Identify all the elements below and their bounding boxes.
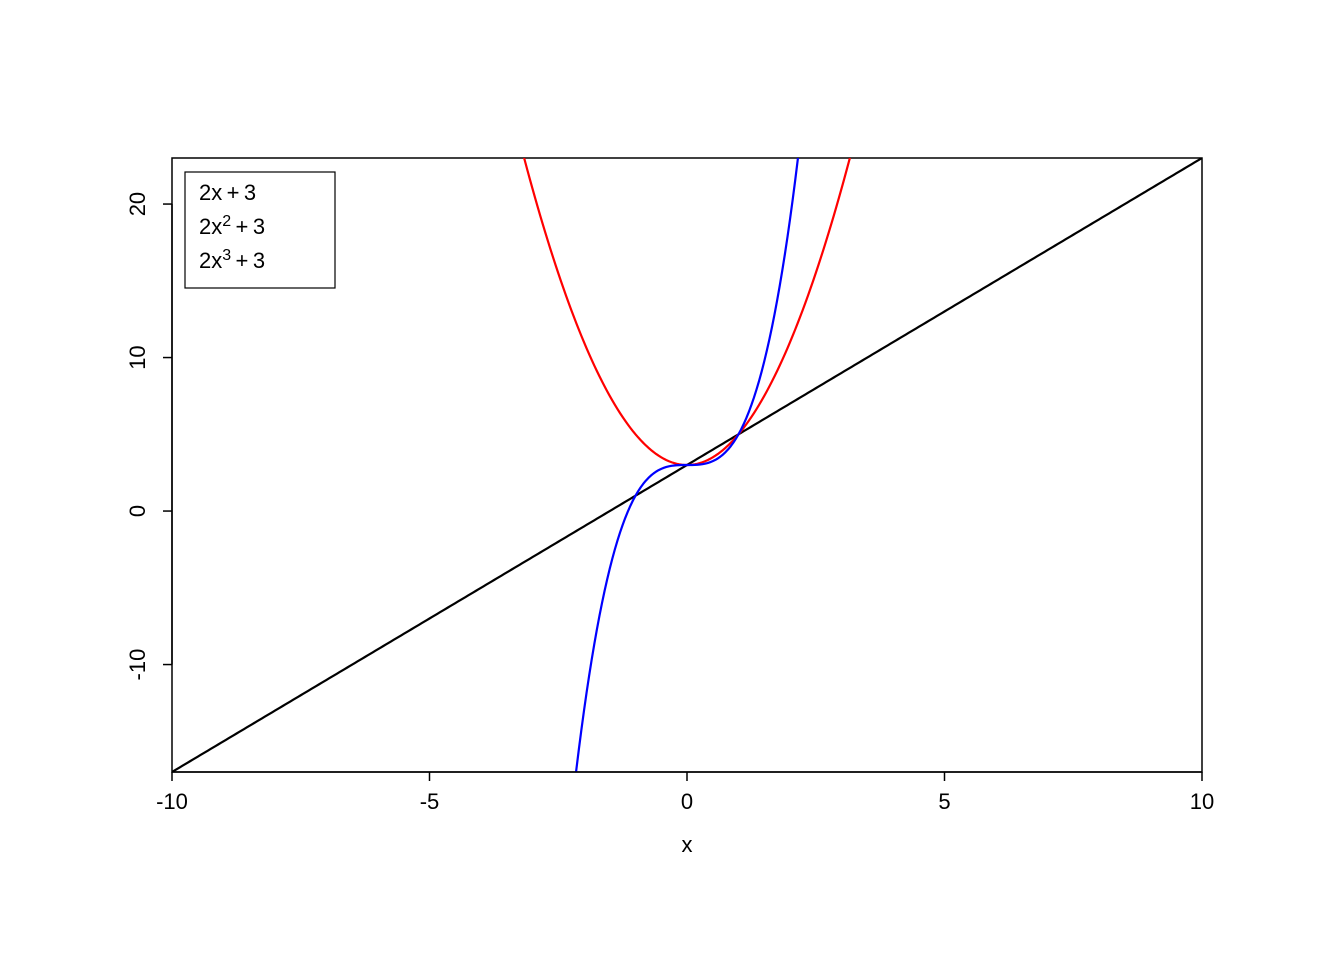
x-tick-label: 5 — [938, 789, 950, 814]
legend-label-quadratic: 2x2 + 3 — [199, 213, 265, 239]
x-tick-label: 0 — [681, 789, 693, 814]
x-tick-label: -10 — [156, 789, 188, 814]
y-tick-label: 20 — [125, 192, 150, 216]
x-tick-label: -5 — [420, 789, 440, 814]
polynomial-chart: -10 -5 0 5 10 x -10 0 10 20 2x + 3 2x2 + 3 2x3 + 3 — [0, 0, 1344, 960]
y-tick-label: 0 — [125, 505, 150, 517]
legend: 2x + 3 2x2 + 3 2x3 + 3 — [185, 172, 335, 288]
y-tick-label: -10 — [125, 649, 150, 681]
x-axis-title: x — [682, 832, 693, 857]
x-tick-label: 10 — [1190, 789, 1214, 814]
legend-label-linear: 2x + 3 — [199, 180, 256, 205]
y-tick-label: 10 — [125, 345, 150, 369]
chart-container: -10 -5 0 5 10 x -10 0 10 20 2x + 3 2x2 + 3 2x3 + 3 — [0, 0, 1344, 960]
legend-label-cubic: 2x3 + 3 — [199, 247, 265, 273]
